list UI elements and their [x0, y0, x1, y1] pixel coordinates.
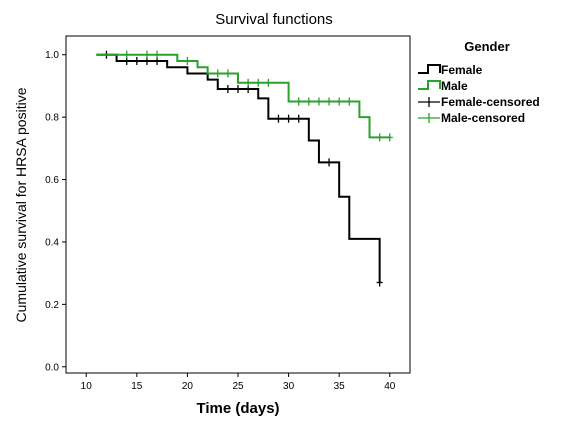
female-censor-mark — [295, 114, 302, 123]
male-censor-mark — [154, 50, 161, 59]
x-tick-label: 15 — [131, 381, 143, 392]
female-censor-mark — [285, 114, 292, 123]
female-censor-mark — [376, 278, 383, 287]
legend-entry-male: Male — [418, 79, 468, 93]
male-censor-mark — [346, 97, 353, 106]
legend-label: Male-censored — [441, 111, 525, 125]
female-censor-mark — [235, 85, 241, 94]
male-censor-mark — [305, 97, 312, 106]
x-axis-ticks: 10 15 20 25 30 35 40 — [81, 373, 396, 392]
x-tick-label: 25 — [232, 381, 244, 392]
male-censor-mark — [214, 69, 221, 78]
female-censor-mark — [275, 114, 282, 123]
y-tick-label: 0.0 — [45, 362, 59, 373]
y-axis-ticks: 0.0 0.2 0.4 0.6 0.8 1.0 — [45, 50, 66, 373]
male-censor-mark — [336, 97, 343, 106]
male-censor-mark — [224, 69, 231, 78]
female-censor-mark — [133, 56, 140, 65]
male-censor-mark — [265, 78, 272, 87]
male-censor-mark — [123, 50, 130, 59]
male-censor-mark — [245, 78, 252, 87]
y-tick-label: 1.0 — [45, 50, 59, 61]
y-tick-label: 0.6 — [45, 175, 59, 186]
male-censor-mark — [255, 78, 262, 87]
female-survival-line — [96, 53, 381, 283]
male-censor-mark — [326, 97, 333, 106]
legend-swatch — [418, 97, 440, 107]
male-censor-mark — [386, 133, 393, 142]
legend-entry-male-censored: Male-censored — [418, 111, 525, 125]
x-tick-label: 10 — [81, 381, 93, 392]
male-censor-mark — [376, 133, 383, 142]
x-tick-label: 40 — [384, 381, 396, 392]
legend-title: Gender — [464, 39, 510, 54]
legend-swatch — [418, 113, 440, 123]
x-tick-label: 30 — [283, 381, 295, 392]
legend-swatch — [418, 64, 441, 74]
y-tick-label: 0.2 — [45, 300, 59, 311]
female-censor-mark — [224, 85, 231, 94]
x-axis-label: Time (days) — [196, 400, 279, 417]
male-censor-mark — [315, 97, 322, 106]
legend-label: Female — [441, 63, 483, 77]
chart-title: Survival functions — [215, 11, 333, 28]
legend-label: Male — [441, 79, 468, 93]
series-layer — [96, 50, 393, 287]
legend-label: Female-censored — [441, 95, 540, 109]
x-tick-label: 35 — [334, 381, 346, 392]
male-censor-mark — [184, 56, 191, 65]
y-axis-label: Cumulative survival for HRSA positive — [13, 87, 29, 322]
legend-entry-female-censored: Female-censored — [418, 95, 540, 109]
male-censor-mark — [295, 97, 302, 106]
legend: Gender Female Male Female-censored Male-cen… — [418, 39, 540, 125]
male-censor-mark — [143, 50, 150, 59]
y-tick-label: 0.4 — [45, 237, 59, 248]
y-tick-label: 0.8 — [45, 113, 59, 124]
legend-entry-female: Female — [418, 63, 483, 77]
female-censor-mark — [326, 158, 333, 167]
legend-swatch — [418, 80, 441, 90]
x-tick-label: 20 — [182, 381, 194, 392]
